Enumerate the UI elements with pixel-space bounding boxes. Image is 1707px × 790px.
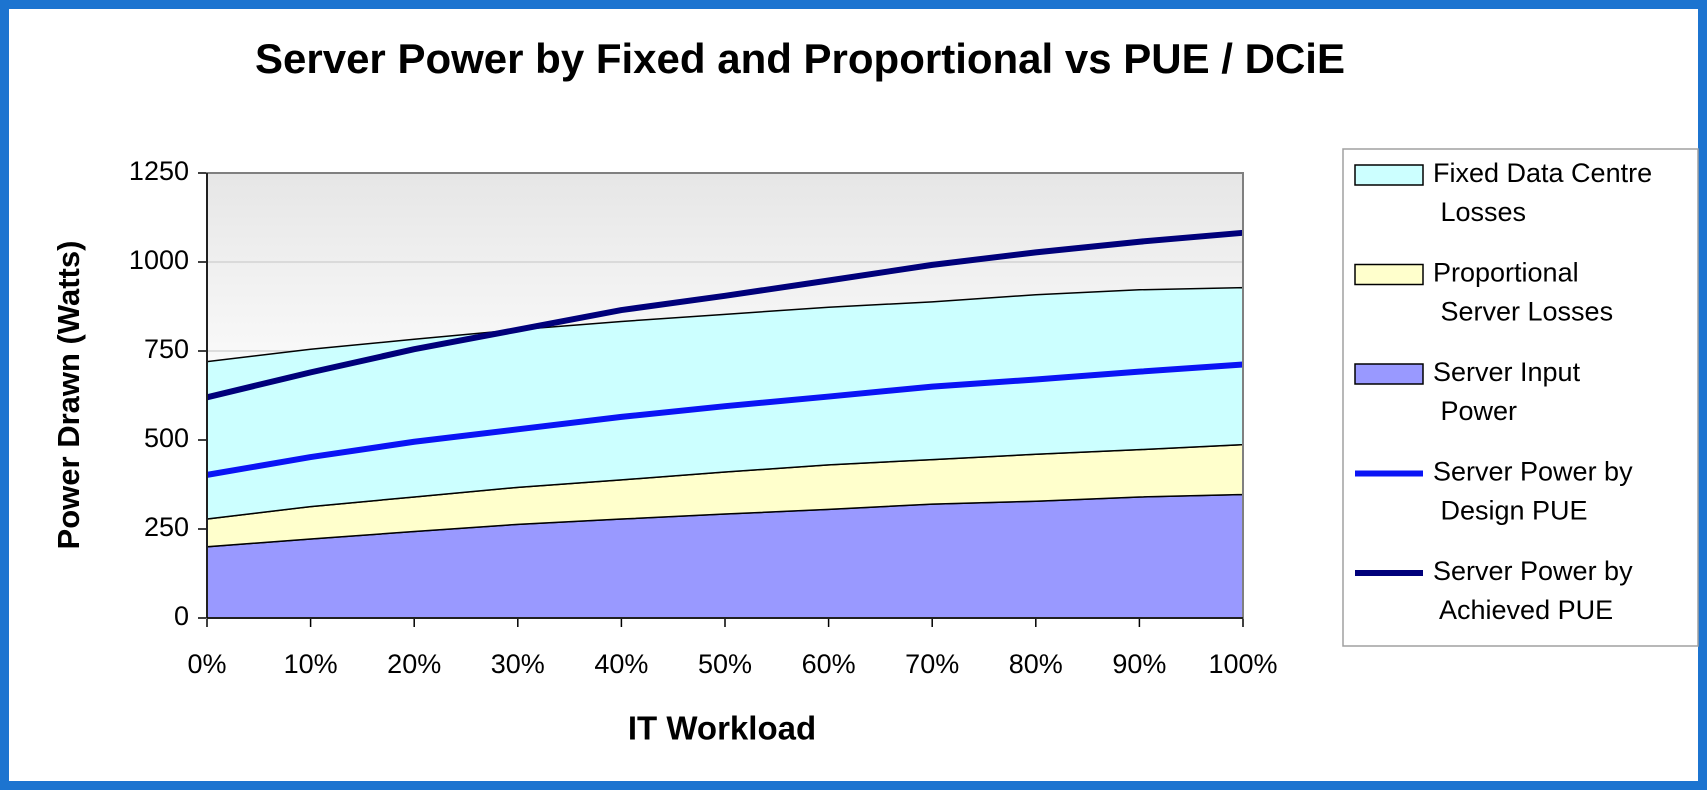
- x-tick-label: 20%: [387, 649, 441, 679]
- chart-title: Server Power by Fixed and Proportional v…: [255, 35, 1345, 82]
- x-axis-label: IT Workload: [628, 710, 816, 747]
- legend-label: Server Input Power: [1433, 357, 1581, 426]
- y-tick-label: 1250: [129, 156, 189, 186]
- x-tick-label: 100%: [1208, 649, 1277, 679]
- legend-swatch: [1354, 164, 1424, 186]
- y-tick-label: 250: [144, 512, 189, 542]
- legend-swatch: [1354, 263, 1424, 286]
- x-tick-label: 70%: [905, 649, 959, 679]
- x-tick-label: 80%: [1009, 649, 1063, 679]
- legend-label: Server Power by Achieved PUE: [1433, 556, 1633, 625]
- x-tick-label: 30%: [491, 649, 545, 679]
- x-tick-label: 40%: [594, 649, 648, 679]
- y-axis-label: Power Drawn (Watts): [51, 241, 86, 550]
- x-tick-label: 90%: [1112, 649, 1166, 679]
- line: [206, 361, 1244, 478]
- x-tick-label: 50%: [698, 649, 752, 679]
- x-tick-label: 0%: [187, 649, 226, 679]
- y-tick-label: 1000: [129, 245, 189, 275]
- y-tick-label: 0: [174, 601, 189, 631]
- x-tick-label: 10%: [284, 649, 338, 679]
- legend-label: Server Power by Design PUE: [1433, 457, 1633, 526]
- legend-label: Proportional Server Losses: [1433, 258, 1613, 327]
- legend-swatch: [1354, 363, 1424, 385]
- line: [206, 229, 1244, 401]
- x-tick-label: 60%: [802, 649, 856, 679]
- legend: [1342, 148, 1699, 647]
- y-tick-label: 750: [144, 334, 189, 364]
- legend-label: Fixed Data Centre Losses: [1433, 158, 1652, 227]
- y-tick-label: 500: [144, 423, 189, 453]
